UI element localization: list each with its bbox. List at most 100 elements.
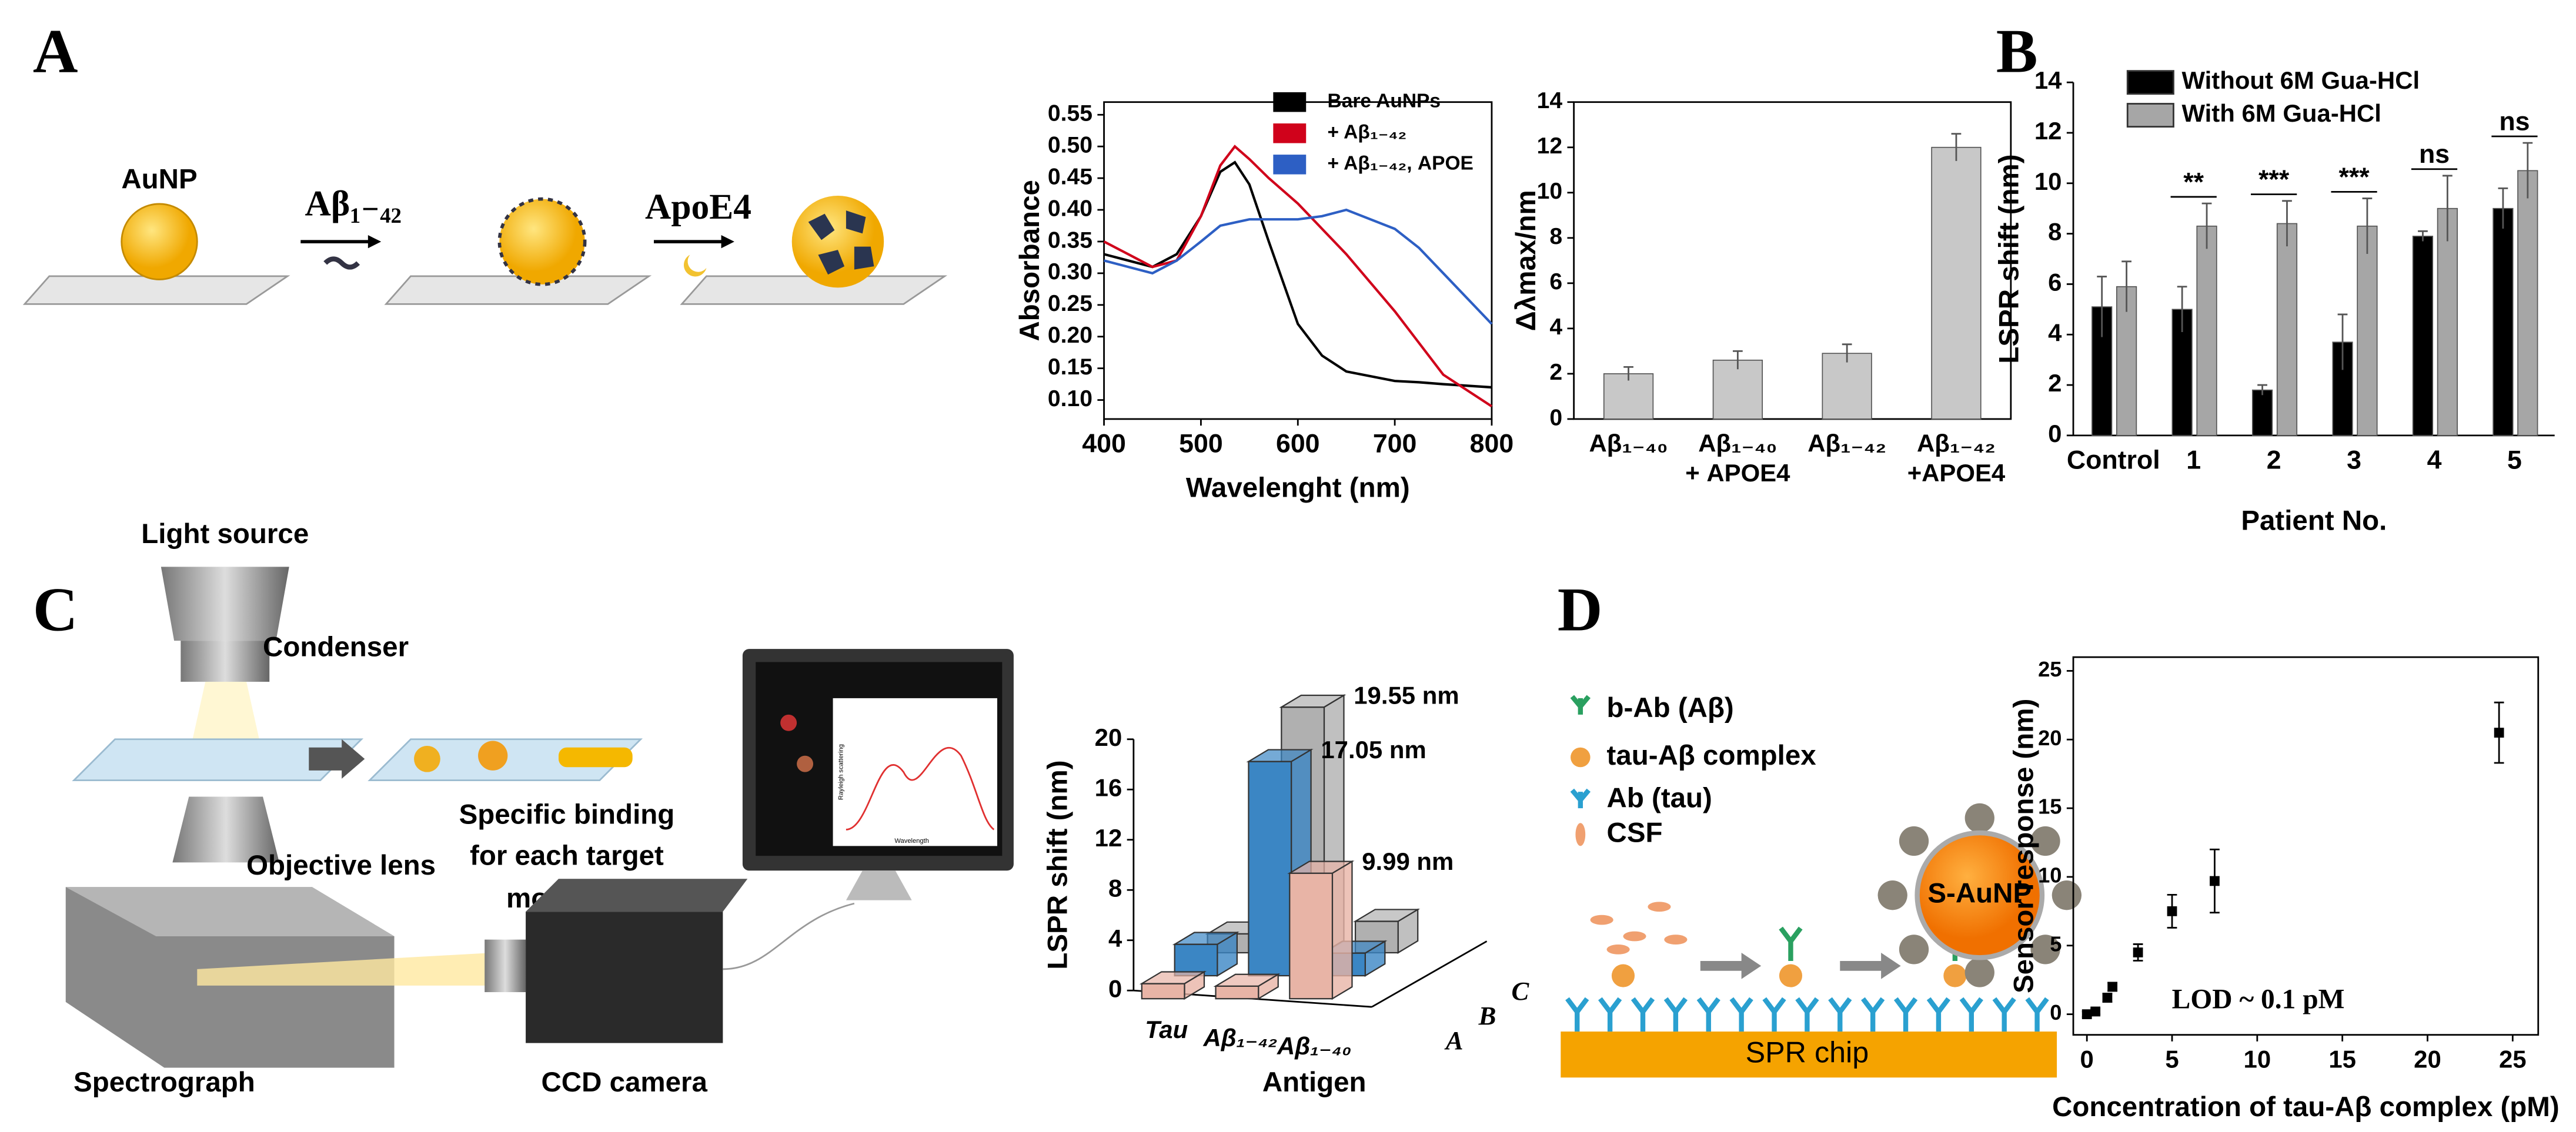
y-tick-label: 10 (2038, 863, 2062, 887)
screen-label: Wavelength (894, 838, 929, 845)
legend-swatch (1273, 92, 1307, 112)
y-tick-label: 0.55 (1048, 101, 1092, 126)
x-tick-label: Aβ₁₋₄₂ (1807, 430, 1886, 457)
y-tick-label: 4 (1108, 925, 1122, 952)
bar (2437, 207, 2458, 436)
y-tick-label: 0.40 (1048, 196, 1092, 221)
legend-swatch (1273, 155, 1307, 175)
s-aunp (1915, 830, 2045, 960)
peptide (323, 256, 360, 270)
panel-label: B (1996, 16, 2038, 86)
y-tick-label: 0.45 (1048, 164, 1092, 189)
y-tick-label: 14 (2034, 66, 2062, 94)
depth-label: A (1444, 1026, 1464, 1055)
x-tick-label: Aβ₁₋₄₀ + APOE4 (1685, 430, 1790, 487)
error-bar (2337, 313, 2348, 370)
label: CCD camera (542, 1067, 708, 1098)
y-tick-label: 12 (1095, 824, 1122, 852)
significance-label: *** (2338, 163, 2370, 192)
value-label: 9.99 nm (1362, 848, 1454, 875)
y-tick-label: 6 (1549, 269, 1562, 294)
icon (1575, 823, 1586, 846)
point (2102, 993, 2113, 1003)
complex (1611, 964, 1635, 987)
spr-chip (1561, 1031, 2057, 1078)
arrowhead (367, 235, 382, 249)
legend-label: Without 6M Gua-HCl (2181, 66, 2420, 94)
bar (2412, 236, 2434, 436)
objective (172, 796, 279, 863)
panel-label: A (33, 16, 78, 86)
y-tick-label: 16 (1095, 773, 1122, 801)
y-tick-label: 25 (2038, 657, 2062, 681)
x-tick-label: 700 (1373, 429, 1417, 458)
label: SPR chip (1746, 1035, 1869, 1069)
substrate (384, 275, 652, 305)
y-tick-label: 0.15 (1048, 354, 1092, 380)
ccd-camera-top (526, 879, 748, 912)
y-tick-label: 8 (1549, 224, 1562, 249)
legend-label: With 6M Gua-HCl (2181, 99, 2381, 127)
x-tick-label: 20 (2414, 1045, 2441, 1073)
x-tick-label: 400 (1082, 429, 1126, 458)
error-bar (1842, 343, 1852, 363)
y-tick-label: 10 (2034, 168, 2062, 195)
x-axis-label: Antigen (1262, 1067, 1366, 1098)
error-bar (2097, 276, 2107, 337)
y-tick-label: 6 (2048, 269, 2062, 296)
x-tick-label: 500 (1179, 429, 1223, 458)
value-label: 17.05 nm (1321, 736, 1426, 763)
bar-side (1331, 860, 1353, 1000)
charts: 0.10 0.15 0.20 0.25 0.30 0.35 0.40 0.45 0.50 0.55… (1014, 66, 2560, 1123)
label: AuNP (121, 163, 197, 195)
arrow (1840, 952, 1901, 979)
legend-swatch (2126, 103, 2174, 128)
line-series (1104, 160, 1492, 389)
y-tick-label: 8 (1108, 874, 1122, 902)
error-bar (2418, 230, 2428, 242)
line-series (1104, 208, 1493, 325)
x-tick-label: Aβ₁₋₄₂ +APOE4 (1907, 430, 2006, 487)
y-tick-label: 10 (1537, 179, 1563, 204)
bar-top (1279, 694, 1347, 708)
x-tick-label: 0 (2080, 1045, 2094, 1073)
annotation: LOD ~ 0.1 pM (2172, 984, 2345, 1015)
spectrograph-top (65, 887, 395, 937)
error-bar (2522, 142, 2533, 199)
particle (414, 745, 440, 772)
monitor-stand (846, 870, 912, 900)
label: Specific binding (459, 799, 675, 830)
bar-top (1287, 860, 1355, 874)
y-tick-label: 12 (1537, 133, 1563, 159)
y-tick-label: 0.25 (1048, 291, 1092, 316)
bar (1215, 985, 1259, 1000)
y-tick-label: 0 (1108, 974, 1122, 1002)
complex (1943, 964, 1967, 987)
spot (797, 755, 814, 772)
bar (2251, 389, 2273, 436)
diagram-c: Light source Condenser Specific binding … (65, 518, 1014, 1098)
significance-label: ns (2499, 107, 2530, 136)
x-tick-label: Aβ₁₋₄₀ (1589, 430, 1668, 457)
point (2133, 947, 2143, 957)
line-series (1103, 145, 1493, 408)
point (2107, 982, 2118, 992)
x-tick-label: 2 (2267, 446, 2281, 474)
arrowhead (721, 235, 734, 249)
screen-curve (846, 746, 995, 830)
x-tick-label: 10 (2244, 1045, 2271, 1073)
y-axis-label: Δλmax/nm (1511, 190, 1542, 331)
bar-top (1353, 909, 1421, 922)
y-tick-label: 14 (1537, 88, 1563, 113)
depth-label: C (1511, 976, 1529, 1006)
bar-top (1172, 932, 1239, 945)
error-bar (2442, 175, 2453, 242)
error-bar (2121, 260, 2131, 312)
light-beam (189, 681, 263, 756)
label: Condenser (263, 632, 409, 663)
legend-label: + Aβ₁₋₄₂, APOE (1328, 153, 1474, 175)
y-axis-label: LSPR shift (nm) (1993, 154, 2024, 363)
error-bar (2282, 200, 2292, 247)
error-bar (1623, 366, 1633, 381)
